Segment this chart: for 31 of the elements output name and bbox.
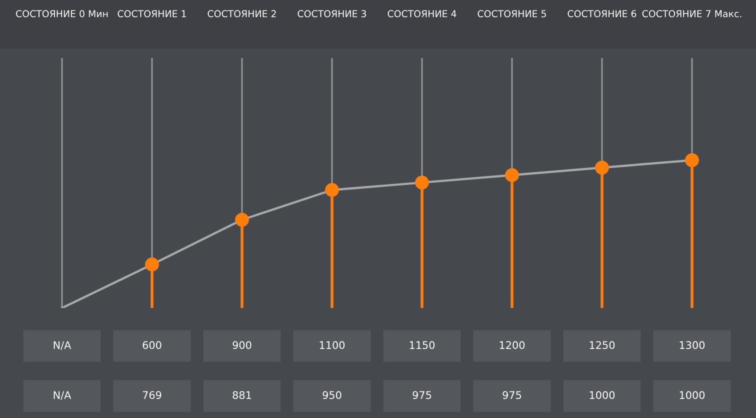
data-label: 900	[232, 341, 252, 350]
x-tick-label: СОСТОЯНИЕ 5	[478, 10, 546, 18]
data-label: 1200	[500, 341, 525, 350]
data-label: 1250	[590, 341, 615, 350]
text: 1000	[680, 391, 705, 400]
data-label: 1150	[410, 341, 435, 350]
text: 975	[502, 391, 522, 400]
x-tick-label: СОСТОЯНИЕ 2	[208, 10, 276, 18]
text: 950	[322, 391, 342, 400]
text: N/A	[54, 391, 72, 400]
x-tick-label: СОСТОЯНИЕ 7 Макс.	[642, 10, 742, 18]
data-label: 1100	[320, 341, 345, 350]
x-tick-label: СОСТОЯНИЕ 0 Мин	[16, 10, 108, 18]
text: 1000	[590, 391, 615, 400]
x-tick-label: СОСТОЯНИЕ 3	[298, 10, 366, 18]
text: 769	[142, 391, 162, 400]
text: 975	[412, 391, 432, 400]
x-tick-label: СОСТОЯНИЕ 4	[388, 10, 456, 18]
point	[685, 153, 699, 168]
point	[595, 160, 609, 175]
text: N/A	[54, 341, 72, 350]
data-label: 1300	[680, 341, 705, 350]
point	[235, 212, 249, 227]
point	[415, 176, 429, 190]
point	[325, 183, 339, 197]
x-tick-label: СОСТОЯНИЕ 6	[568, 10, 636, 18]
point	[505, 168, 519, 182]
data-label: 600	[142, 341, 162, 350]
text: 881	[232, 391, 251, 400]
x-tick-label: СОСТОЯНИЕ 1	[118, 10, 186, 18]
point	[145, 258, 159, 272]
